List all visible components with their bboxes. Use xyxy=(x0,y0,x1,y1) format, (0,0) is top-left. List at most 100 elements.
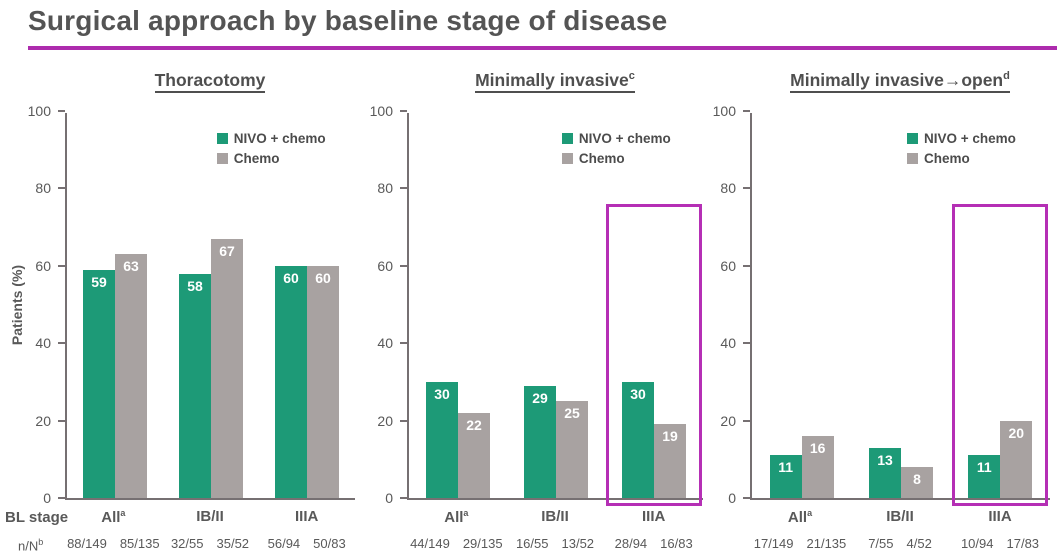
y-tick-label: 0 xyxy=(385,490,393,506)
bar-value-label: 8 xyxy=(913,471,921,488)
y-tick-label: 20 xyxy=(377,412,393,429)
n-over-N-value: 13/52 xyxy=(561,536,595,551)
bar-group-iiia: 60 60 xyxy=(275,265,339,498)
bl-stage-text: BL stage xyxy=(5,509,69,526)
chart-title-sup: c xyxy=(628,70,635,83)
plot-area: 0 20 40 60 80 100 59 63 58 67 60 60 NIVO + chemo Chem… xyxy=(28,103,355,506)
y-tick-mark xyxy=(743,264,750,267)
y-tick-label: 100 xyxy=(712,103,736,119)
y-tick-mark xyxy=(743,342,750,345)
n-over-N-value: 4/52 xyxy=(906,536,932,551)
n-over-N-row: 17/149 21/135 7/55 4/52 10/94 17/83 xyxy=(750,536,1050,551)
n-over-N-cell: 44/149 29/135 xyxy=(407,536,506,551)
n-over-N-row-label: n/Nb xyxy=(18,537,43,553)
y-tick-mark xyxy=(743,187,750,190)
category-label: IIIA xyxy=(642,508,666,525)
n-over-N-cell: 17/149 21/135 xyxy=(750,536,850,551)
chart-title: Thoracotomy xyxy=(65,70,355,93)
y-tick-label: 0 xyxy=(728,490,736,506)
bar-value-label: 67 xyxy=(219,242,235,259)
y-tick-mark xyxy=(400,187,407,190)
chart-title-text: Thoracotomy xyxy=(154,70,266,93)
bar-chemo: 20 xyxy=(1000,420,1033,498)
y-tick-mark xyxy=(743,497,750,499)
bar-nivo-chemo: 13 xyxy=(868,447,901,498)
y-tick-mark xyxy=(743,110,750,112)
chart-title-sup: d xyxy=(1003,70,1010,83)
bar-chemo: 22 xyxy=(458,412,490,498)
n-over-N-value: 44/149 xyxy=(410,536,450,551)
bar-nivo-chemo: 29 xyxy=(524,385,556,498)
bar-value-label: 19 xyxy=(662,428,678,445)
n-over-N-value: 21/135 xyxy=(806,536,847,551)
plot-area: 0 20 40 60 80 100 30 22 29 25 30 19 NIVO + chemo Chem… xyxy=(370,103,703,506)
legend-label: NIVO + chemo xyxy=(578,131,671,146)
plot-area: 0 20 40 60 80 100 11 16 13 8 11 20 NIVO + chemo Chemo xyxy=(713,103,1050,506)
bar-value-label: 20 xyxy=(1008,424,1025,441)
y-tick-label: 80 xyxy=(35,180,51,197)
bar-nivo-chemo: 59 xyxy=(83,269,115,498)
n-over-N-cell: 56/94 50/83 xyxy=(258,536,355,551)
category-label: Alla xyxy=(101,508,126,526)
bar-value-label: 63 xyxy=(123,258,139,275)
bar-value-label: 59 xyxy=(91,273,107,290)
bl-stage-row-label: BL stage xyxy=(5,509,68,526)
n-over-N-cell: 7/55 4/52 xyxy=(850,536,950,551)
legend: NIVO + chemo Chemo xyxy=(216,131,326,166)
y-tick-mark xyxy=(400,342,407,345)
chart-title: Minimally invasivec xyxy=(407,70,703,93)
category-label: IB/II xyxy=(886,508,914,525)
bar-group-ib-ii: 58 67 xyxy=(179,238,243,498)
category-label: Alla xyxy=(787,508,813,526)
y-tick-mark xyxy=(743,419,750,422)
category-sup: a xyxy=(463,508,469,518)
bar-group-all: 11 16 xyxy=(769,436,834,498)
n-over-N-value: 32/55 xyxy=(170,536,204,551)
category-sup: a xyxy=(807,508,813,518)
y-tick-label: 100 xyxy=(369,103,393,119)
n-over-N-value: 85/135 xyxy=(119,536,160,551)
y-tick-mark xyxy=(400,419,407,422)
legend-item-nivo-chemo: NIVO + chemo xyxy=(906,131,1016,146)
n-over-N-row: 88/149 85/135 32/55 35/52 56/94 50/83 xyxy=(65,536,355,551)
y-tick-label: 40 xyxy=(720,335,736,352)
legend-item-chemo: Chemo xyxy=(906,151,1016,166)
legend-label: Chemo xyxy=(923,151,970,166)
bar-groups: 30 22 29 25 30 19 xyxy=(409,113,703,498)
n-over-N-row: 44/149 29/135 16/55 13/52 28/94 16/83 xyxy=(407,536,703,551)
legend-item-nivo-chemo: NIVO + chemo xyxy=(216,131,326,146)
n-over-N-value: 50/83 xyxy=(313,536,346,551)
bar-value-label: 29 xyxy=(532,389,548,406)
y-tick-mark xyxy=(400,497,407,499)
y-tick-mark xyxy=(58,110,65,112)
category-sup: a xyxy=(120,508,126,518)
legend-item-nivo-chemo: NIVO + chemo xyxy=(561,131,671,146)
bar-group-all: 30 22 xyxy=(426,381,490,498)
n-over-N-value: 16/55 xyxy=(515,536,549,551)
chart-title-text: Minimally invasivec xyxy=(475,70,635,93)
n-over-N-cell: 16/55 13/52 xyxy=(506,536,605,551)
chemo-swatch-icon xyxy=(216,153,228,164)
bar-nivo-chemo: 30 xyxy=(426,381,458,498)
legend-label: NIVO + chemo xyxy=(233,131,326,146)
y-tick-mark xyxy=(58,497,65,499)
n-over-N-value: 10/94 xyxy=(960,536,994,551)
n-over-N-value: 29/135 xyxy=(462,536,503,551)
n-over-N-value: 56/94 xyxy=(267,536,301,551)
legend-label: Chemo xyxy=(578,151,625,166)
chart-thoracotomy: Thoracotomy 0 20 40 60 80 100 59 63 58 67 60 60 NIVO … xyxy=(0,70,360,558)
n-over-N-value: 16/83 xyxy=(660,536,693,551)
slide-title: Surgical approach by baseline stage of d… xyxy=(28,5,668,36)
bar-nivo-chemo: 60 xyxy=(275,265,307,498)
bar-value-label: 25 xyxy=(564,405,580,422)
bar-chemo: 63 xyxy=(115,254,147,498)
legend-item-chemo: Chemo xyxy=(216,151,326,166)
bar-value-label: 13 xyxy=(877,451,893,468)
y-tick-mark xyxy=(58,419,65,422)
category-row: Alla IB/II IIIA xyxy=(65,508,355,526)
bar-nivo-chemo: 11 xyxy=(769,455,802,498)
n-over-N-value: 7/55 xyxy=(868,536,894,551)
category-label: IIIA xyxy=(988,508,1012,525)
nivo-swatch-icon xyxy=(561,133,573,144)
